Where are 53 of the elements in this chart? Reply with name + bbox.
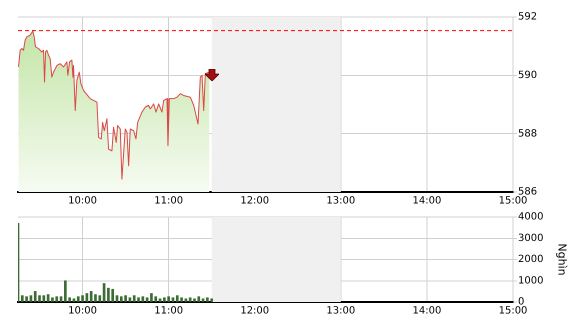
y-tick-label: 592 xyxy=(518,12,538,23)
bar xyxy=(94,294,97,302)
y-tick-label: 590 xyxy=(518,70,538,81)
x-tick-label: 14:00 xyxy=(412,196,442,207)
x-tick-label: 13:00 xyxy=(326,196,356,207)
bar xyxy=(98,295,102,302)
bar xyxy=(206,297,209,302)
bar xyxy=(188,297,192,302)
x-tick-label: 13:00 xyxy=(326,306,356,317)
bar xyxy=(180,297,183,302)
x-tick-label: 12:00 xyxy=(240,306,270,317)
bar xyxy=(102,283,106,302)
bar xyxy=(76,296,80,302)
bar xyxy=(158,298,162,302)
bar xyxy=(210,298,214,302)
bar xyxy=(111,288,114,302)
bar xyxy=(132,295,136,302)
y-tick-label: 1000 xyxy=(518,275,544,286)
bar xyxy=(55,296,58,302)
bar xyxy=(51,297,54,302)
bar xyxy=(193,298,196,302)
bar xyxy=(202,298,204,302)
x-tick-label: 10:00 xyxy=(68,306,97,317)
x-tick-label: 11:00 xyxy=(154,306,184,317)
bar xyxy=(30,295,32,302)
bar xyxy=(38,295,41,302)
y-tick-label: 588 xyxy=(518,128,538,140)
bar xyxy=(90,291,93,302)
bar xyxy=(176,295,179,302)
y-tick-label: 2000 xyxy=(518,254,544,266)
bar xyxy=(172,297,174,302)
bar xyxy=(81,295,84,302)
x-tick-label: 12:00 xyxy=(240,196,270,207)
bar xyxy=(42,295,46,302)
bar xyxy=(124,295,127,302)
x-tick-label: 15:00 xyxy=(498,196,528,207)
bar xyxy=(137,297,140,302)
x-tick-label: 15:00 xyxy=(498,306,528,317)
bar xyxy=(150,293,153,302)
x-tick-label: 10:00 xyxy=(68,196,97,207)
y-axis-title: Nghìn xyxy=(556,243,569,276)
bar xyxy=(120,296,123,302)
bar xyxy=(197,296,200,302)
bar xyxy=(154,296,158,302)
bar xyxy=(128,297,132,302)
bar xyxy=(141,296,144,302)
bar xyxy=(72,298,76,302)
x-tick-label: 14:00 xyxy=(412,306,442,317)
x-tick-label: 11:00 xyxy=(154,196,184,207)
y-tick-label: 3000 xyxy=(518,232,544,244)
y-tick-label: 4000 xyxy=(518,212,544,223)
bar xyxy=(25,296,28,302)
bar xyxy=(34,291,37,302)
